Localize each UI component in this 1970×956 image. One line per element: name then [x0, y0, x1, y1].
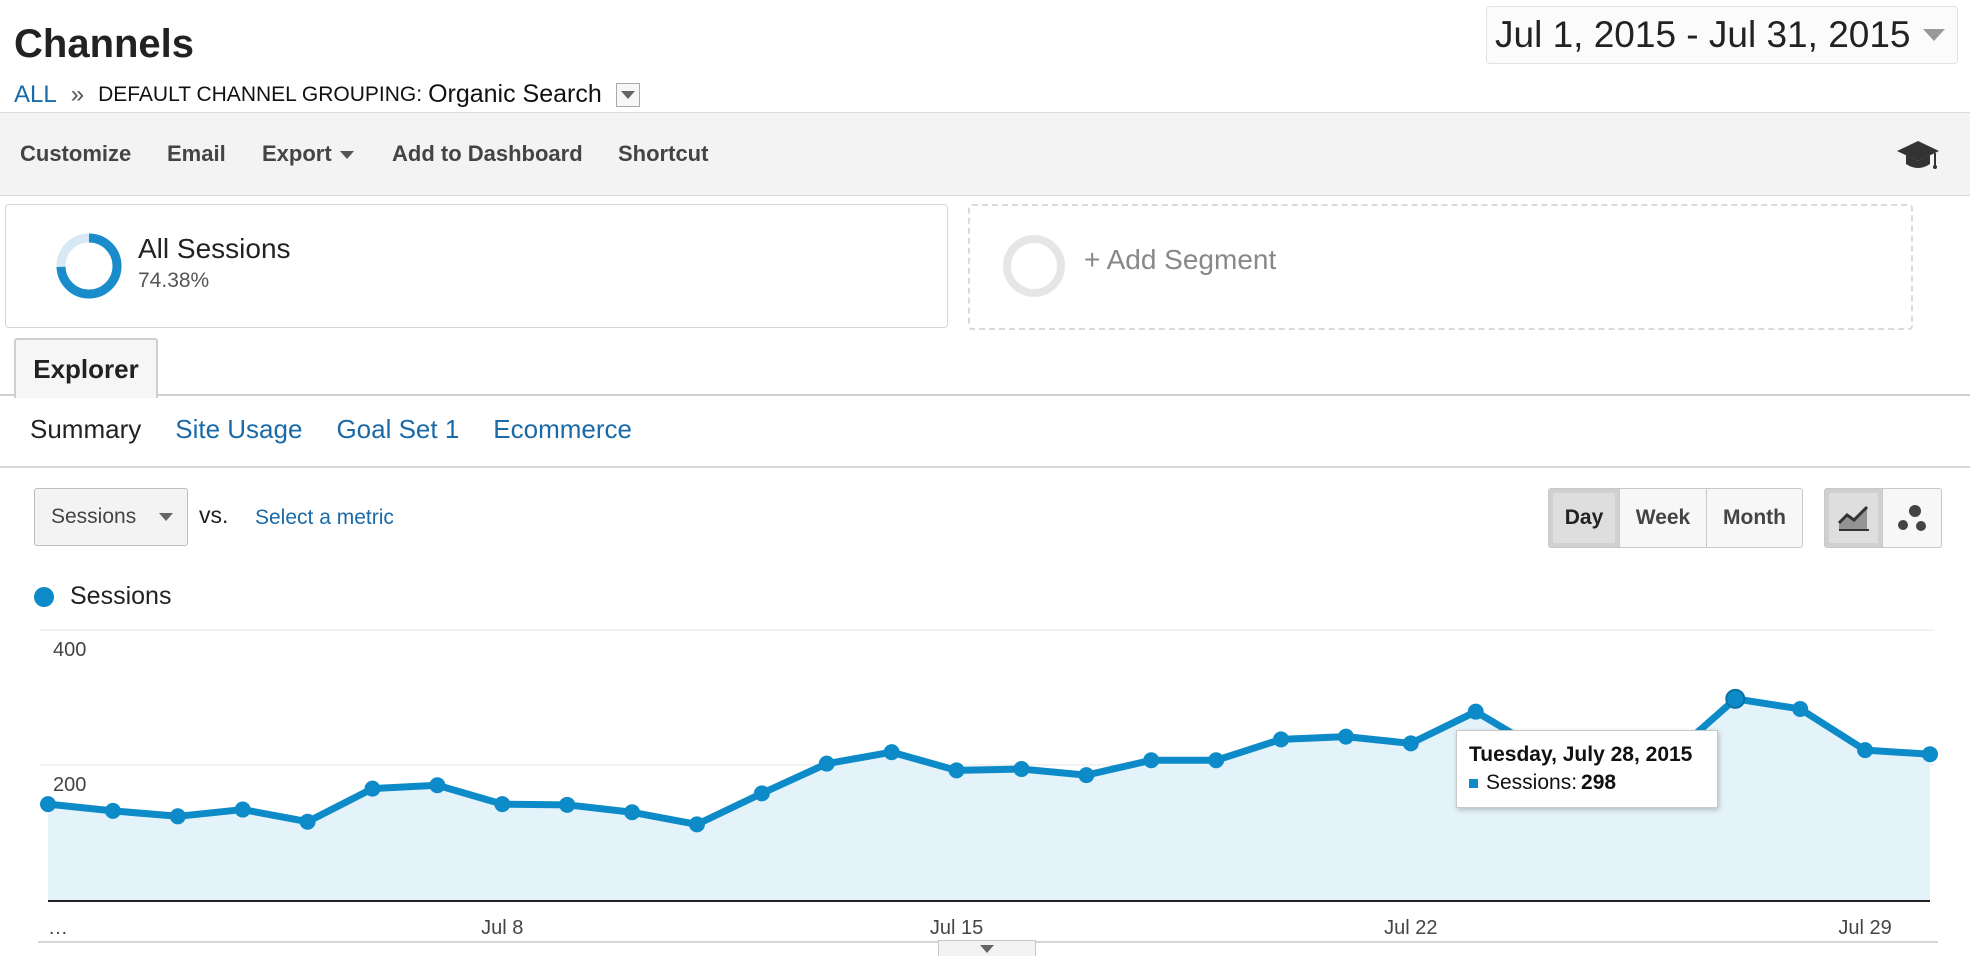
vs-label: vs. [199, 502, 229, 528]
month-button[interactable]: Month [1723, 506, 1786, 529]
data-point [1792, 700, 1809, 717]
tooltip-value: 298 [1581, 771, 1617, 794]
chart-type-toggle [1824, 488, 1942, 548]
data-point [818, 755, 835, 772]
data-point [1208, 752, 1225, 769]
primary-metric-label: Sessions [51, 505, 137, 528]
legend-marker [34, 586, 54, 607]
data-point [624, 804, 641, 821]
chart-legend: Sessions [34, 582, 171, 611]
date-range-picker[interactable]: Jul 1, 2015 - Jul 31, 2015 [1486, 6, 1958, 64]
breadcrumb-separator: » [70, 80, 85, 108]
chevron-down-icon [1922, 29, 1945, 41]
data-point [559, 796, 576, 813]
subtab-goal-set-1[interactable]: Goal Set 1 [336, 414, 460, 444]
subtab-ecommerce[interactable]: Ecommerce [493, 414, 632, 444]
chart-expand-handle[interactable] [938, 940, 1036, 956]
legend-label: Sessions [70, 582, 172, 610]
data-point [753, 785, 770, 802]
data-point [364, 780, 381, 797]
data-point [1402, 735, 1419, 752]
data-point [1143, 752, 1160, 769]
y-tick-label: 200 [53, 774, 86, 796]
x-tick-label: … [48, 917, 68, 939]
segment-donut-icon [56, 233, 122, 299]
tooltip-date: Tuesday, July 28, 2015 [1469, 743, 1693, 766]
line-chart-button[interactable] [1825, 489, 1883, 547]
customize-button[interactable]: Customize [20, 141, 132, 166]
chevron-down-icon [620, 90, 635, 99]
motion-chart-button[interactable] [1883, 489, 1941, 547]
x-tick-label: Jul 8 [481, 917, 523, 939]
data-point [948, 762, 965, 779]
chevron-down-icon [159, 513, 173, 521]
breadcrumb-category: DEFAULT CHANNEL GROUPING: [98, 82, 423, 106]
data-point [40, 796, 56, 813]
empty-segment-icon [1003, 235, 1065, 297]
subtab-divider [0, 466, 1970, 468]
data-point [688, 816, 705, 833]
breadcrumb: ALL » DEFAULT CHANNEL GROUPING: Organic … [14, 80, 640, 109]
motion-chart-icon [1898, 505, 1926, 531]
subtab-summary[interactable]: Summary [30, 414, 142, 444]
data-point [1337, 728, 1354, 745]
data-point [494, 796, 511, 813]
export-button[interactable]: Export [262, 141, 354, 167]
page-title: Channels [14, 22, 195, 66]
y-tick-label: 400 [53, 639, 86, 661]
tooltip-row: Sessions: 298 [1469, 771, 1705, 795]
week-button[interactable]: Week [1620, 489, 1707, 547]
line-chart-icon [1837, 505, 1869, 531]
data-point [1725, 688, 1746, 709]
tooltip-metric: Sessions: [1486, 771, 1578, 794]
data-point [234, 801, 251, 818]
breadcrumb-all-link[interactable]: ALL [14, 80, 57, 108]
shortcut-button[interactable]: Shortcut [618, 141, 709, 166]
export-label: Export [262, 141, 332, 166]
select-metric-link[interactable]: Select a metric [255, 506, 394, 529]
add-segment-label: + Add Segment [1084, 244, 1277, 275]
data-point [1467, 703, 1484, 720]
graduation-cap-icon[interactable] [1896, 135, 1940, 175]
data-point [104, 802, 121, 819]
primary-metric-dropdown[interactable]: Sessions [34, 488, 188, 546]
segment-percent: 74.38% [138, 269, 210, 292]
data-point [1013, 761, 1030, 778]
data-point [169, 808, 186, 825]
x-tick-label: Jul 15 [930, 917, 983, 939]
chevron-down-icon [980, 945, 994, 953]
data-point [883, 744, 900, 761]
segment-all-sessions[interactable]: All Sessions 74.38% [5, 204, 948, 328]
data-point [299, 813, 316, 830]
chevron-down-icon [339, 151, 354, 160]
add-to-dashboard-button[interactable]: Add to Dashboard [392, 141, 583, 166]
granularity-toggle: Day Week Month [1548, 488, 1803, 548]
breadcrumb-value: Organic Search [428, 80, 602, 108]
data-point [1078, 767, 1095, 784]
tooltip-marker [1469, 778, 1478, 788]
chart-tooltip: Tuesday, July 28, 2015 Sessions: 298 [1456, 730, 1718, 808]
x-tick-label: Jul 29 [1838, 917, 1891, 939]
date-range-text: Jul 1, 2015 - Jul 31, 2015 [1495, 14, 1911, 55]
x-tick-label: Jul 22 [1384, 917, 1437, 939]
tab-explorer[interactable]: Explorer [14, 338, 158, 398]
tab-divider [0, 394, 1970, 396]
data-point [1273, 731, 1290, 748]
segment-name: All Sessions [138, 233, 291, 264]
data-point [1922, 746, 1938, 763]
subtab-site-usage[interactable]: Site Usage [175, 414, 303, 444]
add-segment-button[interactable]: + Add Segment [968, 204, 1913, 330]
report-toolbar: Customize Email Export Add to Dashboard … [0, 112, 1970, 196]
data-point [1857, 742, 1874, 759]
data-point [429, 777, 446, 794]
breadcrumb-dropdown-button[interactable] [615, 82, 640, 107]
email-button[interactable]: Email [167, 141, 226, 166]
explorer-subtabs: Summary Site Usage Goal Set 1 Ecommerce [30, 414, 632, 445]
day-button[interactable]: Day [1549, 489, 1620, 547]
